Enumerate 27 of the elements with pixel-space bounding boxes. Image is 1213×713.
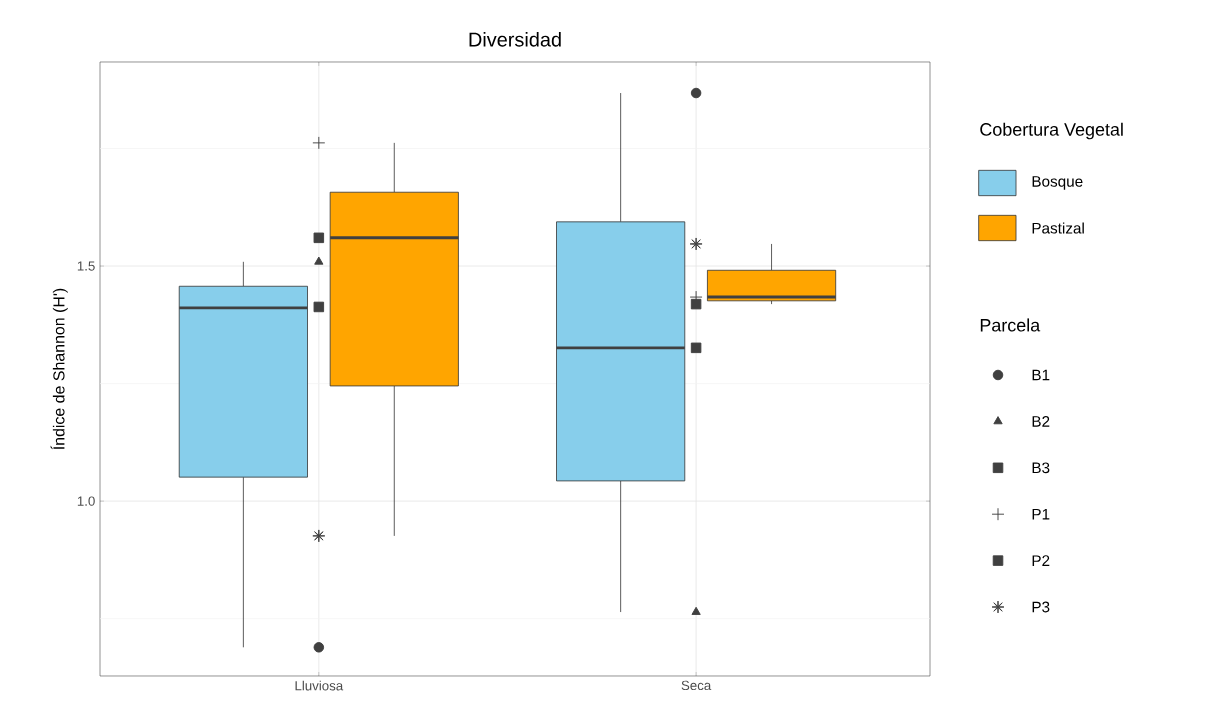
legend-label: Pastizal [1032, 222, 1084, 234]
legend-title: Cobertura Vegetal [980, 122, 1123, 140]
point [313, 642, 325, 653]
point [314, 256, 324, 265]
y-tick-label: 1.0 [77, 496, 95, 506]
legend-label: B2 [1032, 416, 1050, 427]
point [312, 529, 326, 543]
point [690, 87, 702, 99]
y-tick-label: 1.5 [77, 261, 95, 271]
point [690, 342, 702, 354]
legend-label: P3 [1032, 601, 1050, 613]
x-tick-label: Lluviosa [295, 680, 344, 691]
legend-label: P2 [1032, 555, 1050, 566]
legend-label: B3 [1032, 462, 1050, 474]
y-axis-title: Índice de Shannon (H') [50, 288, 68, 450]
legend-label: B1 [1032, 369, 1050, 381]
point [313, 301, 325, 313]
x-tick-label: Seca [681, 680, 712, 691]
chart-title: Diversidad [469, 32, 561, 47]
legend-label: Bosque [1032, 176, 1083, 190]
legend-label: P1 [1032, 508, 1050, 520]
point [691, 606, 701, 615]
point [689, 237, 703, 251]
point [313, 232, 325, 244]
text: Parcela [980, 318, 1041, 332]
point [312, 136, 326, 150]
point [690, 298, 702, 310]
